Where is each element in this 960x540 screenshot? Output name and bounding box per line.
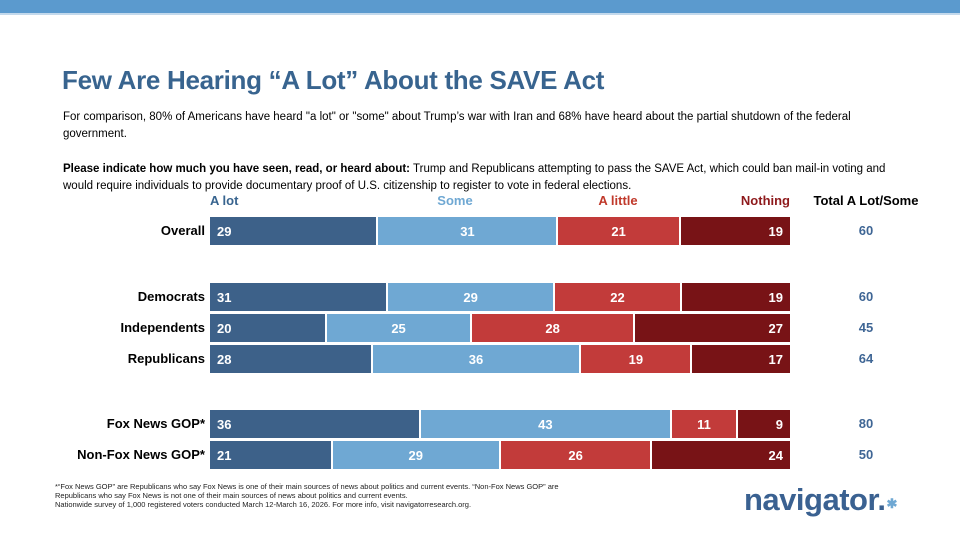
bar-value: 28	[217, 351, 232, 367]
total-value: 60	[858, 223, 874, 238]
bar-segment-a-little: 28	[472, 314, 634, 342]
footnote: *“Fox News GOP” are Republicans who say …	[55, 482, 695, 509]
bar-value: 17	[768, 351, 783, 367]
bar-value: 36	[217, 416, 232, 432]
navigator-logo: navigator.✱	[744, 482, 944, 518]
column-header-nothing: Nothing	[740, 193, 790, 208]
row-label: Non-Fox News GOP*	[77, 447, 205, 462]
column-header-some: Some	[437, 193, 473, 208]
bar-segment-some: 43	[420, 410, 671, 438]
total-value: 45	[858, 320, 874, 335]
column-header-a-lot: A lot	[210, 193, 239, 208]
bar-segment-a-lot: 28	[210, 345, 371, 373]
bar-value: 31	[217, 289, 232, 305]
bar-value: 22	[610, 289, 625, 305]
bar-segment-some: 36	[372, 345, 580, 373]
column-header-total: Total A Lot/Some	[813, 193, 919, 208]
bar-segment-a-lot: 21	[210, 441, 331, 469]
bar-segment-a-little: 26	[501, 441, 651, 469]
bar-segment-nothing: 27	[635, 314, 790, 342]
bar-value: 11	[697, 416, 711, 432]
bar-segment-some: 25	[326, 314, 471, 342]
total-value: 50	[858, 447, 874, 462]
bar-value: 29	[463, 289, 478, 305]
bar-value: 31	[460, 223, 475, 239]
page-title: Few Are Hearing “A Lot” About the SAVE A…	[62, 65, 605, 96]
survey-question: Please indicate how much you have seen, …	[63, 161, 915, 195]
row-label: Independents	[120, 320, 205, 335]
bar-value: 9	[775, 416, 784, 432]
bar-value: 20	[217, 320, 232, 336]
bar-segment-nothing: 24	[652, 441, 790, 469]
bar-row: 31 29 22 19	[210, 283, 790, 311]
bar-value: 43	[538, 416, 553, 432]
bar-value: 19	[628, 351, 644, 367]
bar-segment-a-little: 19	[581, 345, 691, 373]
bar-segment-nothing: 17	[692, 345, 790, 373]
row-label: Fox News GOP*	[106, 416, 205, 431]
bar-value: 21	[217, 447, 232, 463]
bar-value: 19	[768, 223, 783, 239]
bar-row: 29 31 21 19	[210, 217, 790, 245]
comparison-text: For comparison, 80% of Americans have he…	[63, 110, 851, 140]
row-label: Republicans	[127, 351, 205, 366]
footnote-line: Republicans who say Fox News is not one …	[55, 491, 408, 500]
bar-segment-a-lot: 20	[210, 314, 325, 342]
bar-value: 26	[568, 447, 583, 463]
bar-value: 36	[468, 351, 484, 367]
row-label: Democrats	[137, 289, 205, 304]
bar-segment-a-little: 22	[554, 283, 681, 311]
bar-value: 29	[217, 223, 232, 239]
footnote-line: *“Fox News GOP” are Republicans who say …	[55, 482, 559, 491]
navigator-logo-text: navigator.	[744, 482, 886, 517]
bar-segment-a-lot: 31	[210, 283, 387, 311]
total-value: 80	[858, 416, 874, 431]
bar-segment-some: 31	[378, 217, 557, 245]
column-header-a-little: A little	[598, 193, 638, 208]
total-value: 60	[858, 289, 874, 304]
bar-value: 29	[408, 447, 423, 463]
bar-segment-a-little: 21	[558, 217, 679, 245]
bar-segment-nothing: 9	[737, 410, 791, 438]
survey-question-body: Trump and Republicans attempting to pass…	[63, 162, 886, 192]
bar-segment-a-little: 11	[672, 410, 736, 438]
bar-value: 19	[768, 289, 783, 305]
bar-segment-some: 29	[332, 441, 499, 469]
navigator-logo-star-icon: ✱	[886, 496, 897, 511]
bar-row: 28 36 19 17	[210, 345, 790, 373]
total-value: 64	[858, 351, 874, 366]
bar-segment-a-lot: 36	[210, 410, 419, 438]
bar-row: 36 43 11 9	[210, 410, 791, 438]
bar-segment-some: 29	[388, 283, 553, 311]
footnote-line: Nationwide survey of 1,000 registered vo…	[55, 500, 472, 509]
row-label: Overall	[160, 223, 205, 238]
bar-value: 24	[768, 447, 783, 463]
bar-segment-a-lot: 29	[210, 217, 377, 245]
survey-question-lead: Please indicate how much you have seen, …	[63, 162, 411, 175]
bar-value: 25	[391, 320, 406, 336]
bar-segment-nothing: 19	[680, 217, 790, 245]
top-accent-bar	[0, 0, 960, 15]
bar-value: 28	[545, 320, 560, 336]
bar-row: 20 25 28 27	[210, 314, 790, 342]
bar-value: 21	[611, 223, 626, 239]
bar-segment-nothing: 19	[682, 283, 790, 311]
bar-row: 21 29 26 24	[210, 441, 790, 469]
bar-value: 27	[768, 320, 783, 336]
